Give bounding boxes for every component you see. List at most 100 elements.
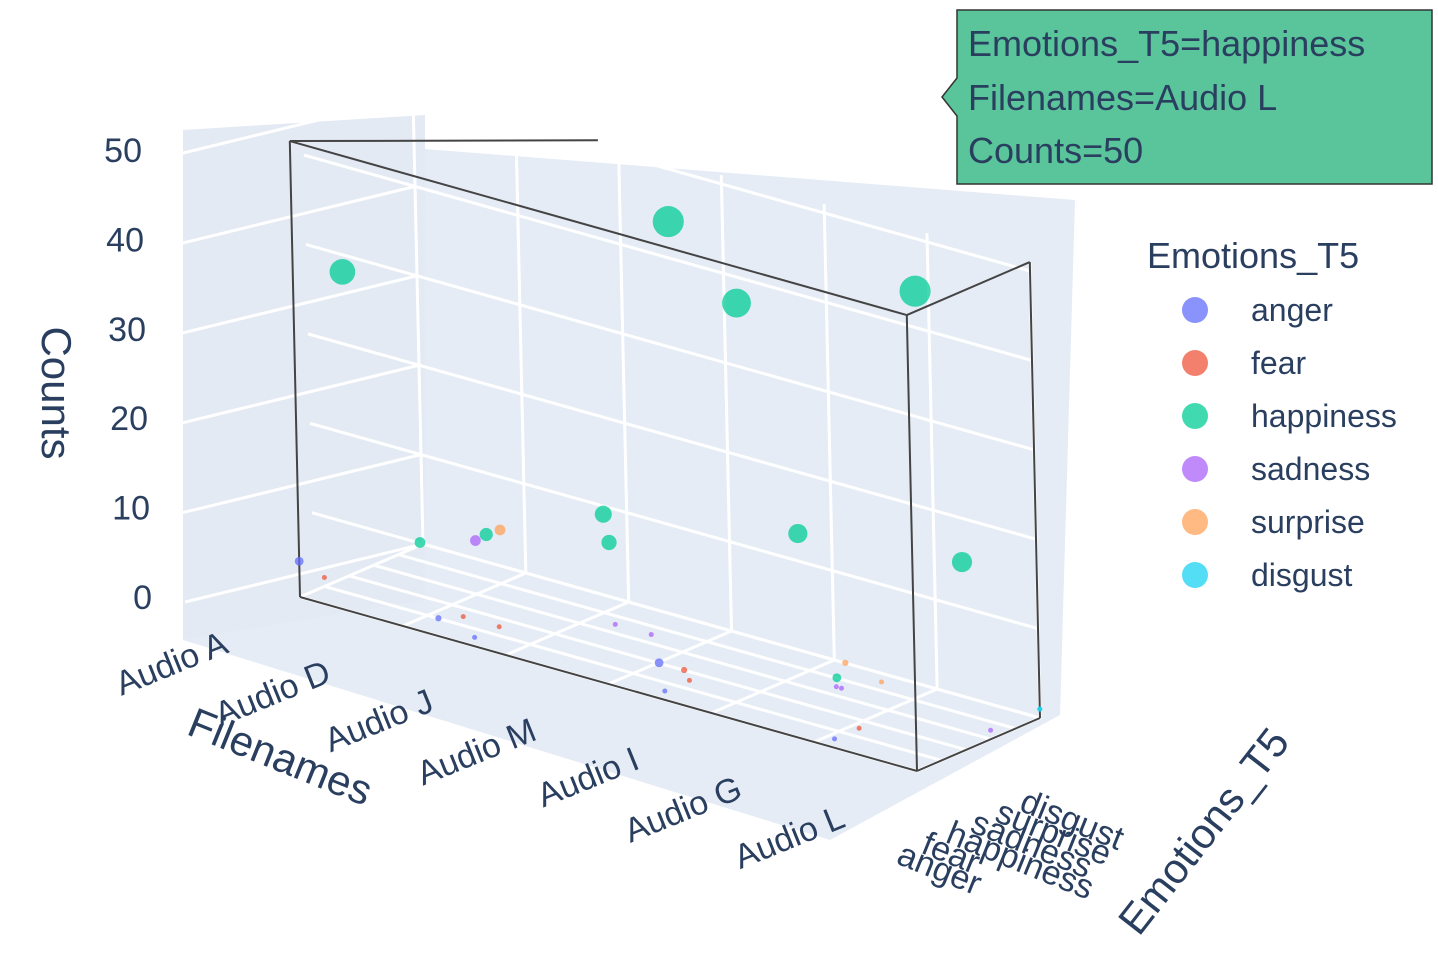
grid-line <box>822 204 836 661</box>
grid-line <box>178 274 418 336</box>
marker-sadness[interactable] <box>833 684 839 690</box>
box-edges <box>288 139 1041 772</box>
scene-planes <box>183 115 1075 840</box>
z-axis-title: Counts <box>33 326 80 459</box>
legend-label-surprise[interactable]: surprise <box>1251 504 1365 540</box>
x-tick-label: Audio A <box>110 624 233 703</box>
grid-line <box>176 184 416 246</box>
legend-label-disgust[interactable]: disgust <box>1251 557 1353 593</box>
marker-happiness[interactable] <box>652 206 684 238</box>
y-axis-title: Emotions_T5 <box>1109 719 1298 943</box>
box-edge <box>289 140 908 317</box>
marker-surprise[interactable] <box>842 659 849 666</box>
tooltip-line-filename: Filenames=Audio L <box>968 77 1277 118</box>
marker-happiness[interactable] <box>951 551 973 573</box>
marker-happiness[interactable] <box>601 534 617 551</box>
marker-happiness[interactable] <box>594 505 612 523</box>
box-edge <box>1028 262 1041 719</box>
grid-line <box>607 629 733 686</box>
legend-label-sadness[interactable]: sadness <box>1251 451 1370 487</box>
legend-label-fear[interactable]: fear <box>1251 345 1306 381</box>
marker-anger[interactable] <box>654 658 664 668</box>
grid-line <box>180 363 420 425</box>
marker-happiness[interactable] <box>479 527 493 542</box>
marker-happiness[interactable] <box>329 259 356 285</box>
marker-happiness[interactable] <box>899 275 931 307</box>
marker-anger[interactable] <box>662 688 668 694</box>
grid-line <box>411 88 425 545</box>
box-edge <box>288 141 301 598</box>
grid-line <box>813 687 938 744</box>
box-edge <box>289 139 598 143</box>
marker-happiness[interactable] <box>722 288 751 318</box>
grid-line <box>307 332 1037 541</box>
legend-marker-anger[interactable] <box>1182 297 1208 323</box>
z-tick-label: 30 <box>108 311 146 349</box>
legend-marker-sadness[interactable] <box>1182 456 1208 482</box>
marker-anger[interactable] <box>435 615 442 622</box>
marker-sadness[interactable] <box>612 621 618 627</box>
legend-marker-disgust[interactable] <box>1182 562 1208 588</box>
marker-fear[interactable] <box>496 624 502 630</box>
grid-line <box>301 64 1031 273</box>
grid-line <box>710 658 835 715</box>
marker-surprise[interactable] <box>494 524 506 536</box>
marker-anger[interactable] <box>832 736 838 742</box>
legend-title: Emotions_T5 <box>1147 235 1359 276</box>
tooltip-box <box>941 9 1433 185</box>
z-tick-label: 0 <box>133 579 152 617</box>
legend-label-anger[interactable]: anger <box>1251 292 1333 328</box>
grid-line <box>514 117 528 574</box>
marker-fear[interactable] <box>321 574 327 580</box>
legend[interactable]: Emotions_T5 anger fear happiness sadness sur… <box>1147 235 1397 593</box>
marker-surprise[interactable] <box>879 679 885 685</box>
marker-sadness[interactable] <box>470 535 481 546</box>
z-tick-label: 50 <box>104 132 142 170</box>
marker-sadness[interactable] <box>988 727 994 733</box>
marker-disgust[interactable] <box>1037 706 1043 712</box>
legend-marker-happiness[interactable] <box>1182 403 1208 429</box>
legend-marker-surprise[interactable] <box>1182 509 1208 535</box>
marker-fear[interactable] <box>681 666 688 674</box>
marker-anger[interactable] <box>472 634 478 640</box>
box-edge <box>906 261 1031 316</box>
grid-line <box>174 95 414 157</box>
marker-happiness[interactable] <box>788 523 808 544</box>
grid-line <box>299 542 424 599</box>
left-wall <box>183 115 425 640</box>
marker-fear[interactable] <box>856 725 862 731</box>
z-tick-label: 10 <box>112 490 150 528</box>
marker-sadness[interactable] <box>838 685 844 691</box>
grid-line <box>305 243 1035 452</box>
marker-anger[interactable] <box>294 556 304 566</box>
grid-line <box>925 233 939 690</box>
legend-label-happiness[interactable]: happiness <box>1251 398 1397 434</box>
tooltip-line-emotion: Emotions_T5=happiness <box>968 23 1365 64</box>
z-tick-label: 40 <box>106 221 144 259</box>
marker-happiness[interactable] <box>414 537 426 548</box>
grid-line <box>505 600 630 657</box>
z-tick-label: 20 <box>110 400 148 438</box>
box-edge <box>905 315 918 772</box>
floor-plane <box>183 600 1060 840</box>
tooltip-line-counts: Counts=50 <box>968 130 1143 171</box>
grid-line <box>182 453 422 515</box>
z-axis-ticks: 0 10 20 30 40 50 <box>104 132 152 617</box>
marker-fear[interactable] <box>686 677 692 683</box>
grid-line <box>309 421 1039 631</box>
box-edge <box>299 596 918 772</box>
box-edge <box>916 717 1041 772</box>
legend-marker-fear[interactable] <box>1182 350 1208 376</box>
grid-line <box>402 571 527 628</box>
grid-line <box>184 542 424 604</box>
marker-happiness[interactable] <box>832 673 842 683</box>
marker-fear[interactable] <box>460 614 466 620</box>
hover-tooltip: Emotions_T5=happiness Filenames=Audio L … <box>941 9 1433 185</box>
grid-line <box>303 153 1033 362</box>
grid-line <box>719 175 733 632</box>
data-markers[interactable] <box>294 206 1043 742</box>
marker-sadness[interactable] <box>648 632 654 638</box>
